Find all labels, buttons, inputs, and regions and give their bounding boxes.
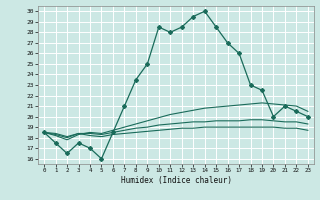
X-axis label: Humidex (Indice chaleur): Humidex (Indice chaleur) [121, 176, 231, 185]
